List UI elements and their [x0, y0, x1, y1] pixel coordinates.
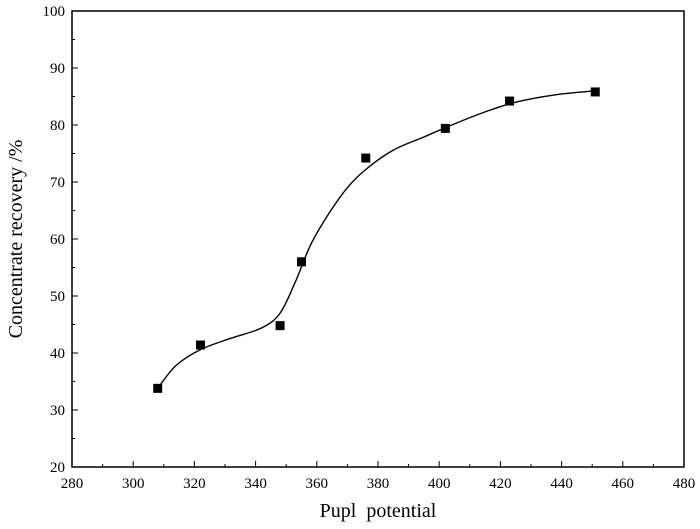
- y-tick-label: 50: [50, 289, 65, 305]
- y-tick-label: 60: [50, 232, 65, 248]
- y-tick-label: 100: [43, 4, 66, 20]
- data-points: [153, 87, 600, 393]
- y-tick-label: 90: [50, 61, 65, 77]
- x-axis-ticks: 280 300 320 340 360 380 400 420 440 460 480: [61, 461, 696, 492]
- x-tick-label: 460: [612, 476, 635, 492]
- data-point: [196, 340, 206, 350]
- x-tick-label: 280: [61, 476, 84, 492]
- x-tick-label: 320: [183, 476, 206, 492]
- y-tick-label: 80: [50, 118, 65, 134]
- x-tick-label: 400: [428, 476, 451, 492]
- x-tick-label: 300: [122, 476, 145, 492]
- y-axis-ticks: 20 30 40 50 60 70 80 90 100: [43, 4, 78, 476]
- x-axis-title: Pupl potential: [320, 500, 437, 522]
- x-tick-label: 440: [550, 476, 573, 492]
- data-point: [440, 123, 450, 133]
- plot-frame: [71, 10, 685, 468]
- x-tick-label: 480: [673, 476, 696, 492]
- data-point: [361, 153, 371, 163]
- x-tick-label: 340: [244, 476, 267, 492]
- y-tick-label: 70: [50, 175, 65, 191]
- y-tick-label: 20: [50, 460, 65, 476]
- data-point: [590, 87, 600, 97]
- data-point: [275, 321, 285, 331]
- data-point: [297, 257, 306, 267]
- x-tick-label: 420: [489, 476, 512, 492]
- fit-curve: [157, 90, 596, 389]
- data-point: [153, 383, 163, 393]
- y-tick-label: 30: [50, 403, 65, 419]
- data-point: [505, 96, 515, 106]
- y-tick-label: 40: [50, 346, 65, 362]
- x-tick-label: 360: [306, 476, 329, 492]
- x-tick-label: 380: [367, 476, 390, 492]
- y-axis-title: Concentrate recovery /%: [5, 140, 27, 339]
